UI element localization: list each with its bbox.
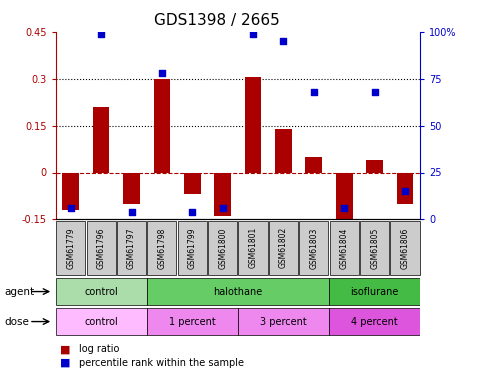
Text: 4 percent: 4 percent <box>351 316 398 327</box>
Text: GSM61806: GSM61806 <box>400 227 410 268</box>
Bar <box>117 221 146 274</box>
Point <box>249 31 257 37</box>
Point <box>158 70 166 76</box>
Bar <box>56 308 147 335</box>
Bar <box>390 221 420 274</box>
Bar <box>299 221 328 274</box>
Text: GDS1398 / 2665: GDS1398 / 2665 <box>155 13 280 28</box>
Text: ■: ■ <box>60 358 71 368</box>
Text: control: control <box>84 286 118 297</box>
Bar <box>330 221 359 274</box>
Point <box>128 209 135 215</box>
Bar <box>86 221 116 274</box>
Bar <box>239 221 268 274</box>
Bar <box>62 172 79 210</box>
Text: ■: ■ <box>60 345 71 354</box>
Text: GSM61804: GSM61804 <box>340 227 349 268</box>
Bar <box>275 129 292 172</box>
Bar <box>329 278 420 305</box>
Bar <box>397 172 413 204</box>
Bar <box>245 77 261 172</box>
Text: GSM61801: GSM61801 <box>249 227 257 268</box>
Text: dose: dose <box>5 316 30 327</box>
Text: GSM61805: GSM61805 <box>370 227 379 268</box>
Bar <box>147 308 238 335</box>
Bar <box>329 308 420 335</box>
Text: GSM61802: GSM61802 <box>279 227 288 268</box>
Text: percentile rank within the sample: percentile rank within the sample <box>79 358 244 368</box>
Point <box>310 89 318 95</box>
Bar <box>147 221 176 274</box>
Text: log ratio: log ratio <box>79 345 119 354</box>
Bar <box>56 221 85 274</box>
Text: GSM61796: GSM61796 <box>97 227 106 268</box>
Point <box>371 89 379 95</box>
Point <box>341 205 348 211</box>
Text: halothane: halothane <box>213 286 262 297</box>
Text: GSM61803: GSM61803 <box>309 227 318 268</box>
Point <box>188 209 196 215</box>
Point <box>67 205 74 211</box>
Bar <box>360 221 389 274</box>
Bar <box>93 107 110 172</box>
Text: GSM61779: GSM61779 <box>66 227 75 268</box>
Bar <box>305 157 322 172</box>
Text: isoflurane: isoflurane <box>351 286 399 297</box>
Point <box>280 38 287 44</box>
Bar <box>147 278 329 305</box>
Bar <box>154 79 170 172</box>
Text: control: control <box>84 316 118 327</box>
Point <box>97 31 105 37</box>
Bar <box>123 172 140 204</box>
Bar <box>336 172 353 232</box>
Bar <box>238 308 329 335</box>
Bar <box>208 221 237 274</box>
Text: GSM61798: GSM61798 <box>157 227 167 268</box>
Bar <box>269 221 298 274</box>
Text: GSM61797: GSM61797 <box>127 227 136 268</box>
Text: GSM61800: GSM61800 <box>218 227 227 268</box>
Text: 3 percent: 3 percent <box>260 316 307 327</box>
Bar <box>178 221 207 274</box>
Bar <box>184 172 200 194</box>
Text: 1 percent: 1 percent <box>169 316 216 327</box>
Text: GSM61799: GSM61799 <box>188 227 197 268</box>
Point <box>219 205 227 211</box>
Text: agent: agent <box>5 286 35 297</box>
Bar <box>214 172 231 216</box>
Bar <box>56 278 147 305</box>
Bar <box>366 160 383 172</box>
Point <box>401 188 409 194</box>
